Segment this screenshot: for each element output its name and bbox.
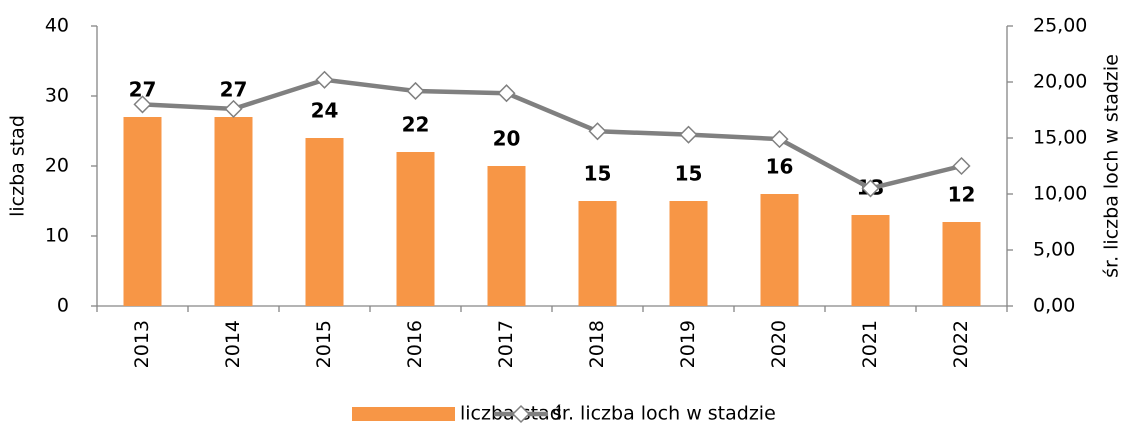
line-marker bbox=[952, 156, 971, 176]
x-tick-label: 2018 bbox=[586, 320, 608, 368]
y-tick-label: 30 bbox=[45, 85, 69, 107]
data-label: 15 bbox=[675, 162, 703, 186]
line-marker bbox=[861, 179, 880, 198]
y2-tick-label: 10,00 bbox=[1033, 183, 1087, 205]
data-label: 22 bbox=[402, 113, 430, 137]
bar bbox=[942, 222, 981, 306]
bar bbox=[123, 117, 162, 306]
line-marker bbox=[406, 81, 425, 101]
legend-swatch bbox=[352, 407, 455, 421]
y-tick-label: 20 bbox=[45, 155, 69, 177]
legend-marker bbox=[511, 404, 531, 424]
legend-label: śr. liczba loch w stadzie bbox=[552, 403, 776, 425]
data-label: 20 bbox=[493, 127, 521, 151]
y-tick-label: 10 bbox=[45, 225, 69, 247]
y2-tick-label: 15,00 bbox=[1033, 127, 1087, 149]
line-marker bbox=[133, 95, 152, 114]
x-tick-label: 2013 bbox=[131, 320, 153, 368]
x-tick-label: 2014 bbox=[222, 320, 244, 368]
bar bbox=[578, 201, 617, 306]
y2-tick-label: 25,00 bbox=[1033, 15, 1087, 37]
y2-tick-label: 20,00 bbox=[1033, 71, 1087, 93]
data-label: 27 bbox=[220, 78, 248, 102]
bar bbox=[669, 201, 708, 306]
data-label: 16 bbox=[766, 155, 794, 179]
line-marker bbox=[588, 122, 607, 141]
x-tick-label: 2021 bbox=[859, 320, 881, 368]
y-axis-title: liczba stad bbox=[7, 115, 29, 217]
bar bbox=[396, 152, 435, 306]
y2-tick-label: 0,00 bbox=[1033, 295, 1075, 317]
bar bbox=[214, 117, 253, 306]
line-marker bbox=[224, 99, 243, 118]
x-tick-label: 2017 bbox=[495, 320, 517, 368]
line-marker bbox=[315, 70, 334, 89]
line-marker bbox=[770, 130, 789, 149]
data-label: 12 bbox=[948, 183, 976, 207]
data-label: 15 bbox=[584, 162, 612, 186]
y-tick-label: 0 bbox=[57, 295, 69, 317]
line bbox=[142, 77, 963, 191]
x-tick-label: 2015 bbox=[313, 320, 335, 368]
y-tick-label: 40 bbox=[45, 15, 69, 37]
bar bbox=[305, 138, 344, 306]
x-tick-label: 2019 bbox=[677, 320, 699, 368]
data-label: 24 bbox=[311, 99, 339, 123]
bar bbox=[760, 194, 799, 306]
bar bbox=[487, 166, 526, 306]
y2-tick-label: 5,00 bbox=[1033, 239, 1075, 261]
bar bbox=[851, 215, 890, 306]
line-marker bbox=[497, 84, 516, 103]
x-tick-label: 2020 bbox=[768, 320, 790, 368]
line-marker bbox=[679, 125, 698, 144]
x-tick-label: 2016 bbox=[404, 320, 426, 368]
y2-axis-title: śr. liczba loch w stadzie bbox=[1101, 54, 1123, 278]
x-tick-label: 2022 bbox=[950, 320, 972, 368]
